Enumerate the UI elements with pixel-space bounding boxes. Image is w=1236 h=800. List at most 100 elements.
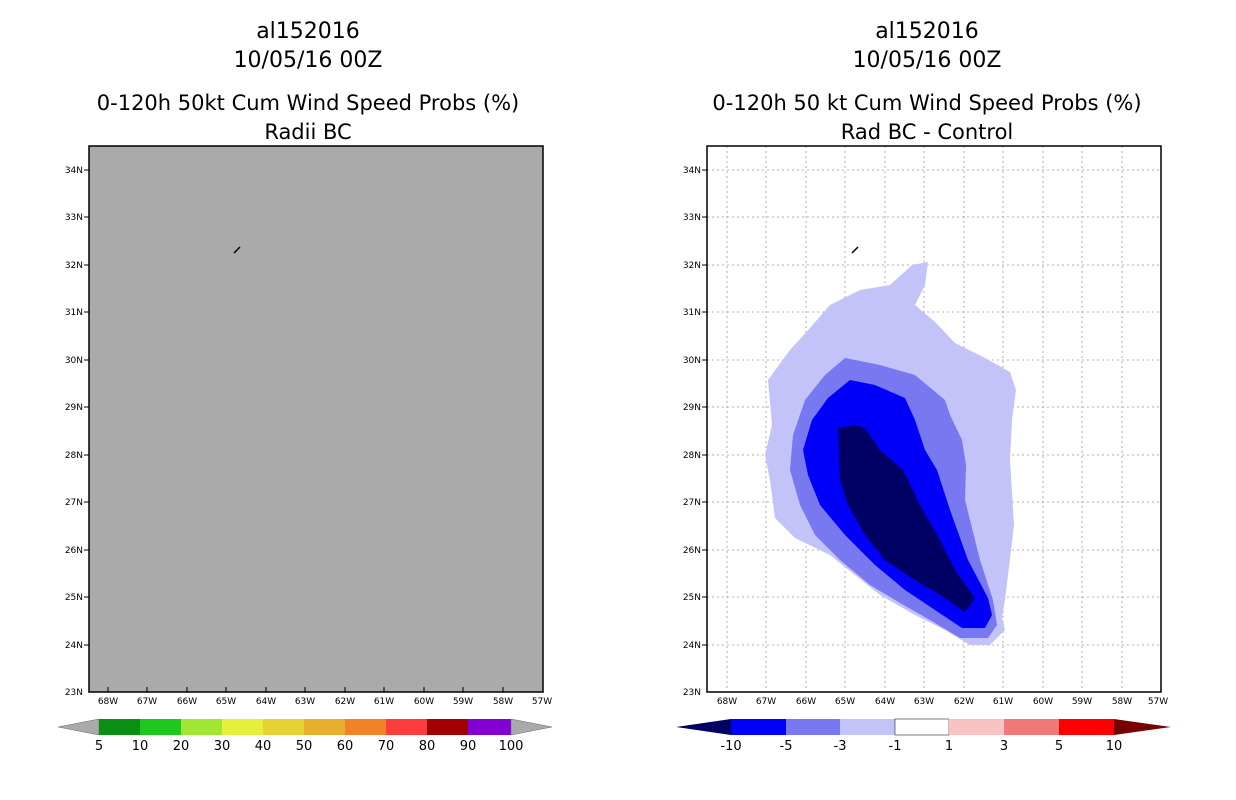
lat-label: 32N [683, 261, 701, 271]
right-panel: al152016 10/05/16 00Z 0-120h 50 kt Cum W… [676, 19, 1171, 754]
lon-label: 66W [796, 697, 816, 707]
lon-label: 65W [216, 697, 236, 707]
colorbar-label: 100 [499, 739, 524, 754]
colorbar-label: 60 [337, 739, 354, 754]
lat-label: 25N [65, 593, 83, 603]
colorbar-swatch [181, 719, 222, 735]
left-title: 0-120h 50kt Cum Wind Speed Probs (%) [97, 91, 519, 115]
lon-label: 68W [717, 697, 737, 707]
lat-label: 32N [65, 261, 83, 271]
colorbar-label: 50 [296, 739, 313, 754]
right-date: 10/05/16 00Z [853, 48, 1002, 73]
colorbar-low-arrow [57, 718, 100, 736]
colorbar-swatch [1059, 719, 1114, 735]
lat-label: 27N [683, 498, 701, 508]
left-storm-id: al152016 [256, 19, 360, 44]
lon-label: 62W [954, 697, 974, 707]
colorbar-swatch [731, 719, 786, 735]
right-title: 0-120h 50 kt Cum Wind Speed Probs (%) [712, 91, 1141, 115]
lat-label: 31N [683, 308, 701, 318]
lon-label: 59W [453, 697, 473, 707]
right-contours [765, 262, 1016, 645]
colorbar-swatch [99, 719, 140, 735]
lat-label: 29N [65, 403, 83, 413]
lon-label: 60W [1033, 697, 1053, 707]
colorbar-label: 10 [132, 739, 149, 754]
colorbar-high-arrow [510, 718, 553, 736]
colorbar-swatch [786, 719, 840, 735]
lat-label: 28N [683, 451, 701, 461]
colorbar-swatch [222, 719, 263, 735]
colorbar-label: 80 [419, 739, 436, 754]
colorbar-label: -10 [720, 739, 741, 754]
colorbar-label: 90 [460, 739, 477, 754]
lon-label: 67W [756, 697, 776, 707]
left-panel: al152016 10/05/16 00Z 0-120h 50kt Cum Wi… [57, 19, 553, 754]
colorbar-swatch [427, 719, 468, 735]
colorbar-swatch [468, 719, 511, 735]
lon-label: 59W [1072, 697, 1092, 707]
left-lon-labels: 68W 67W 66W 65W 64W 63W 62W 61W 60W 59W … [98, 697, 552, 707]
lat-label: 34N [683, 166, 701, 176]
colorbar-label: -1 [889, 739, 902, 754]
lat-label: 24N [65, 641, 83, 651]
colorbar-label: 40 [255, 739, 272, 754]
lat-label: 27N [65, 498, 83, 508]
colorbar-label: -5 [780, 739, 793, 754]
right-map-frame [706, 145, 1162, 693]
right-lat-ticks [702, 169, 707, 646]
colorbar-label: 70 [378, 739, 395, 754]
lon-label: 65W [835, 697, 855, 707]
colorbar-swatch [345, 719, 386, 735]
colorbar-swatch [263, 719, 304, 735]
lon-label: 63W [914, 697, 934, 707]
right-subtitle: Rad BC - Control [841, 120, 1014, 144]
lon-label: 61W [993, 697, 1013, 707]
left-map-fill [89, 146, 543, 692]
colorbar-swatch [949, 719, 1004, 735]
left-colorbar: 5 10 20 30 40 50 60 70 80 90 100 [57, 718, 553, 754]
colorbar-label: 5 [1055, 739, 1063, 754]
lon-label: 63W [295, 697, 315, 707]
colorbar-swatch [386, 719, 427, 735]
colorbar-label: 20 [173, 739, 190, 754]
lat-label: 24N [683, 641, 701, 651]
lon-label: 60W [414, 697, 434, 707]
right-lat-labels: 34N 33N 32N 31N 30N 29N 28N 27N 26N 25N … [683, 166, 701, 698]
contour-level-4 [838, 425, 975, 612]
lon-label: 58W [1112, 697, 1132, 707]
left-subtitle: Radii BC [264, 120, 351, 144]
lat-label: 33N [65, 213, 83, 223]
lon-label: 68W [98, 697, 118, 707]
lon-label: 67W [137, 697, 157, 707]
lon-label: 58W [493, 697, 513, 707]
lat-label: 25N [683, 593, 701, 603]
lat-label: 30N [65, 356, 83, 366]
lon-label: 57W [532, 697, 552, 707]
bermuda-coastline [851, 246, 859, 254]
colorbar-label: 10 [1106, 739, 1123, 754]
colorbar-high-arrow [1114, 719, 1171, 735]
lon-label: 61W [374, 697, 394, 707]
colorbar-label: 30 [214, 739, 231, 754]
left-map-frame [88, 145, 544, 693]
lat-label: 23N [683, 688, 701, 698]
lat-label: 26N [65, 546, 83, 556]
left-date: 10/05/16 00Z [234, 48, 383, 73]
lat-label: 26N [683, 546, 701, 556]
lat-label: 29N [683, 403, 701, 413]
lat-label: 34N [65, 166, 83, 176]
lon-label: 62W [335, 697, 355, 707]
colorbar-label: -3 [834, 739, 847, 754]
lat-label: 31N [65, 308, 83, 318]
lat-label: 28N [65, 451, 83, 461]
colorbar-label: 1 [945, 739, 953, 754]
right-storm-id: al152016 [875, 19, 979, 44]
colorbar-label: 5 [95, 739, 103, 754]
lon-label: 64W [875, 697, 895, 707]
right-colorbar: -10 -5 -3 -1 1 3 5 10 [676, 718, 1171, 754]
bermuda-coastline [233, 246, 241, 254]
left-lat-labels: 34N 33N 32N 31N 30N 29N 28N 27N 26N 25N … [65, 166, 83, 698]
colorbar-low-arrow [676, 719, 731, 735]
left-lon-ticks [107, 687, 504, 692]
